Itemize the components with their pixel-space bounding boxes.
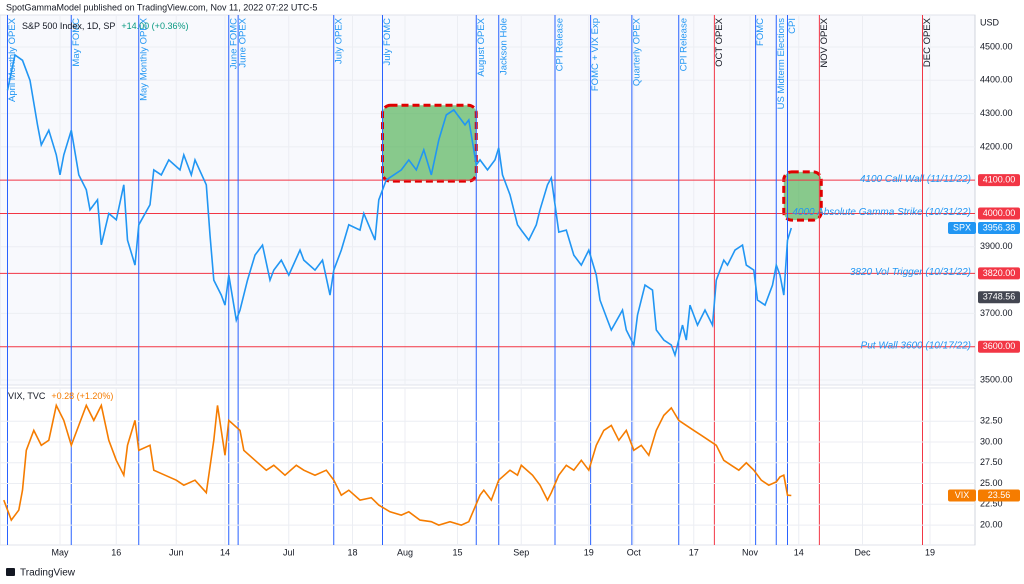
event-label: July FOMC bbox=[382, 18, 393, 66]
level-axis-box bbox=[978, 340, 1020, 353]
footer: TradingView bbox=[20, 568, 76, 579]
y-tick-label: 4400.00 bbox=[980, 75, 1013, 85]
x-tick-label: Jul bbox=[283, 547, 295, 557]
legend-change: +0.28 (+1.20%) bbox=[51, 391, 113, 401]
y-tick-label: 3500.00 bbox=[980, 374, 1013, 384]
x-tick-label: 14 bbox=[794, 547, 804, 557]
last-box bbox=[978, 489, 1020, 502]
event-label: May Monthly OPEX bbox=[138, 17, 149, 101]
x-tick-label: Sep bbox=[513, 547, 529, 557]
y-tick-label: 20.00 bbox=[980, 519, 1003, 529]
legend-name: S&P 500 Index, 1D, SP bbox=[22, 21, 115, 31]
legend-title: S&P 500 Index, 1D, SP +14.00 (+0.36%) bbox=[22, 21, 188, 31]
y-tick-label: 22.50 bbox=[980, 499, 1003, 509]
x-tick-label: 14 bbox=[220, 547, 230, 557]
x-tick-label: 19 bbox=[925, 547, 935, 557]
event-label: FOMC bbox=[755, 18, 766, 46]
event-label: FOMC + VIX Exp bbox=[590, 18, 601, 91]
x-tick-label: Oct bbox=[627, 547, 642, 557]
axis-unit: USD bbox=[980, 17, 1000, 27]
event-label: Jackson Hole bbox=[498, 18, 509, 75]
event-label: US Midterm Elections bbox=[776, 18, 787, 110]
event-label: Quarterly OPEX bbox=[631, 17, 642, 86]
last-tag-box bbox=[948, 489, 976, 502]
level-axis-label: 4100.00 bbox=[983, 175, 1016, 185]
y-tick-label: 3900.00 bbox=[980, 241, 1013, 251]
event-label: August OPEX bbox=[476, 17, 487, 76]
level-text: 4100 Call Wall (11/11/22) bbox=[860, 174, 971, 185]
event-label: May FOMC bbox=[71, 18, 82, 67]
last-label: 23.56 bbox=[988, 490, 1011, 500]
level-axis-label: 4000.00 bbox=[983, 208, 1016, 218]
event-label: CPI Release bbox=[678, 18, 689, 71]
level-axis-box bbox=[978, 207, 1020, 220]
event-label: NOV OPEX bbox=[819, 17, 830, 67]
x-tick-label: 16 bbox=[111, 547, 121, 557]
y-tick-label: 25.00 bbox=[980, 478, 1003, 488]
x-tick-label: Dec bbox=[854, 547, 871, 557]
event-label: CPI bbox=[787, 18, 798, 34]
event-label: July OPEX bbox=[333, 17, 344, 64]
level-axis-label: 3820.00 bbox=[983, 268, 1016, 278]
last-tag: SPX bbox=[953, 222, 971, 232]
level-text: 3820 Vol Trigger (10/31/22) bbox=[850, 267, 971, 278]
y-tick-label: 32.50 bbox=[980, 416, 1003, 426]
x-tick-label: Jun bbox=[169, 547, 184, 557]
y-tick-label: 4300.00 bbox=[980, 108, 1013, 118]
y-tick-label: 4500.00 bbox=[980, 41, 1013, 51]
x-tick-label: May bbox=[51, 547, 69, 557]
event-label: DEC OPEX bbox=[922, 17, 933, 67]
header: SpotGammaModel published on TradingView.… bbox=[6, 2, 317, 12]
event-label: June FOMC bbox=[228, 18, 239, 69]
x-tick-label: 15 bbox=[452, 547, 462, 557]
marker-label: 3748.56 bbox=[983, 292, 1016, 302]
legend-title: VIX, TVC +0.28 (+1.20%) bbox=[8, 391, 113, 401]
event-label: OCT OPEX bbox=[714, 17, 725, 67]
x-tick-label: Nov bbox=[742, 547, 759, 557]
y-tick-label: 3700.00 bbox=[980, 308, 1013, 318]
y-tick-label: 27.50 bbox=[980, 457, 1003, 467]
x-tick-label: 19 bbox=[584, 547, 594, 557]
legend-name: VIX, TVC bbox=[8, 391, 46, 401]
last-box bbox=[978, 222, 1020, 235]
level-text: 4000 Absolute Gamma Strike (10/31/22) bbox=[792, 207, 971, 218]
zone bbox=[381, 103, 478, 183]
event-label: CPI Release bbox=[555, 18, 566, 71]
level-axis-box bbox=[978, 174, 1020, 187]
marker-box bbox=[978, 291, 1020, 304]
price-line bbox=[3, 403, 792, 526]
level-axis-box bbox=[978, 267, 1020, 280]
price-line bbox=[6, 53, 793, 358]
y-tick-label: 4200.00 bbox=[980, 141, 1013, 151]
pane bbox=[0, 387, 976, 546]
tv-logo bbox=[6, 568, 15, 576]
last-tag-box bbox=[948, 222, 976, 235]
x-tick-label: 17 bbox=[689, 547, 699, 557]
level-text: Put Wall 3600 (10/17/22) bbox=[861, 340, 971, 351]
event-label: April Monthly OPEX bbox=[7, 17, 18, 102]
event-label: June OPEX bbox=[238, 17, 249, 67]
level-axis-label: 3600.00 bbox=[983, 341, 1016, 351]
x-tick-label: Aug bbox=[397, 547, 413, 557]
legend-change: +14.00 (+0.36%) bbox=[121, 21, 188, 31]
last-label: 3956.38 bbox=[983, 222, 1016, 232]
x-tick-label: 18 bbox=[347, 547, 357, 557]
y-tick-label: 30.00 bbox=[980, 436, 1003, 446]
last-tag: VIX bbox=[955, 490, 970, 500]
zone bbox=[782, 170, 823, 222]
